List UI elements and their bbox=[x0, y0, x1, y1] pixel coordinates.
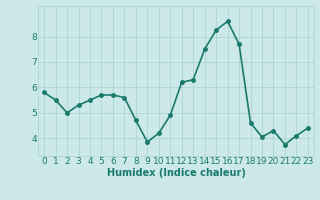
X-axis label: Humidex (Indice chaleur): Humidex (Indice chaleur) bbox=[107, 168, 245, 178]
